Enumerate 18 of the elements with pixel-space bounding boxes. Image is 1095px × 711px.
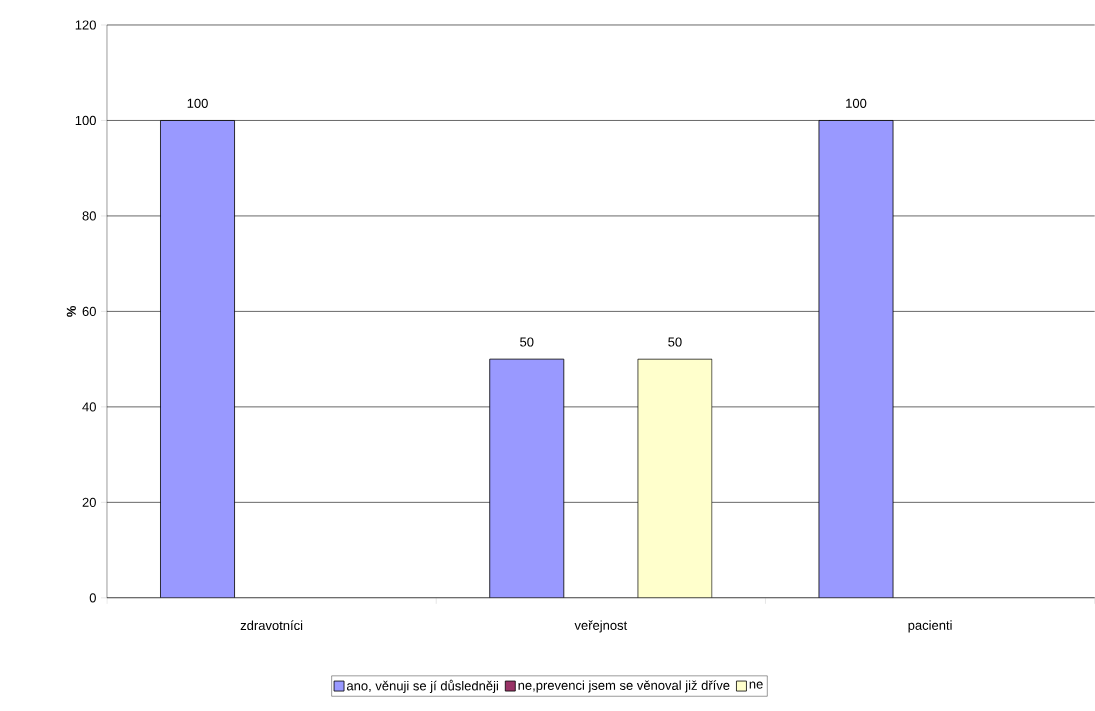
y-tick-label: 0 [89, 593, 96, 603]
data-label: 100 [846, 98, 867, 109]
legend-label: ne [749, 681, 763, 689]
data-label: 50 [668, 337, 682, 347]
y-tick-label: 20 [82, 497, 96, 508]
x-tick-label: zdravotníci [240, 620, 303, 631]
data-label: 100 [187, 98, 208, 109]
data-label: 50 [520, 337, 534, 347]
x-tick-label: veřejnost [574, 620, 628, 633]
y-tick-label: 60 [82, 306, 96, 317]
y-tick-label: 80 [82, 211, 96, 221]
y-tick-label: 40 [82, 402, 96, 412]
y-axis-title: % [66, 306, 76, 317]
x-tick-label: pacienti [908, 620, 952, 633]
legend-label: ne,prevenci jsem se věnoval již dříve [518, 680, 730, 693]
legend-label: ano, věnuji se jí důsledněji [346, 679, 498, 694]
y-tick-label: 100 [75, 115, 96, 126]
y-tick-label: 120 [75, 20, 96, 30]
